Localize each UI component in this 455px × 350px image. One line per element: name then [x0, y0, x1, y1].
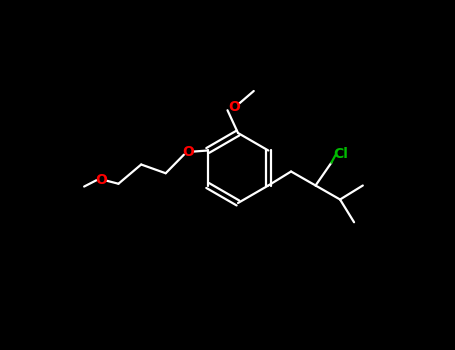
Text: O: O — [182, 145, 194, 159]
Text: O: O — [228, 100, 240, 114]
Text: O: O — [96, 173, 107, 187]
Text: Cl: Cl — [333, 147, 348, 161]
